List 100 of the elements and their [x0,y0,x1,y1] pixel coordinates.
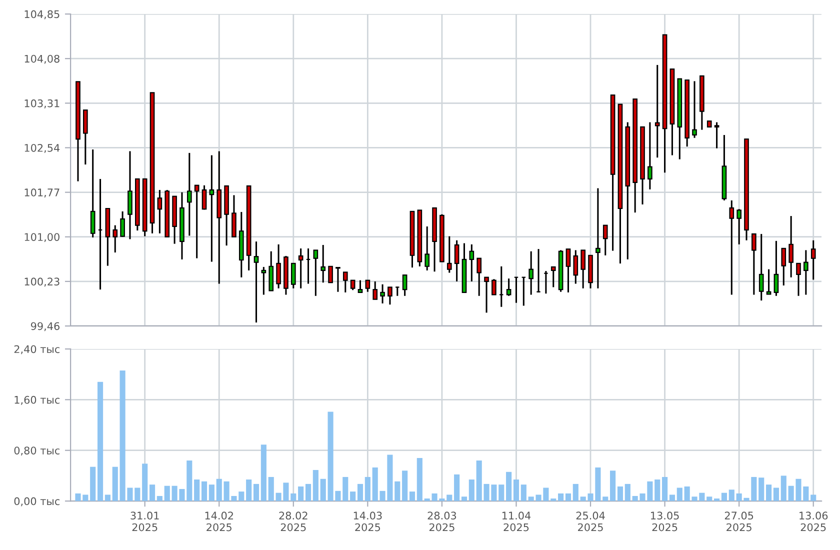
bar [156,496,162,502]
candlestick [781,248,786,286]
y-tick-label: 100,23 [24,278,60,287]
x-tick-label: 13.06 2025 [800,512,828,532]
bar [654,480,660,502]
bar [780,476,786,502]
bar [112,466,118,502]
bar [364,476,370,502]
bar [610,470,616,502]
candlestick [580,249,586,290]
bar [216,478,222,502]
bar [617,486,624,502]
x-tick-label: 27.05 2025 [724,512,754,532]
candlestick [313,249,318,297]
bar [402,470,408,502]
bar [714,498,720,502]
candlestick [729,200,734,296]
candlestick [290,262,296,290]
candlestick [194,184,200,260]
bar [676,488,682,502]
candlestick [186,152,192,236]
x-tick-label: 14.02 2025 [205,512,233,532]
candlestick [276,244,281,290]
bar [305,484,312,502]
bar [669,494,676,502]
bar [513,480,520,502]
x-tick-label: 28.03 2025 [428,512,456,532]
bar [97,382,104,502]
candlestick [804,249,808,296]
y-tick-label: 103,31 [24,99,60,108]
candlestick [810,240,816,280]
candlestick [261,266,266,296]
candlestick [372,280,378,300]
bar [350,492,356,502]
candlestick [454,240,460,282]
bar [357,484,364,502]
candlestick [202,184,207,210]
y-tick-label: 99,46 [30,322,60,332]
candlestick [469,244,474,282]
bar [342,476,348,502]
candlestick [566,248,571,294]
bar [662,476,668,502]
candlestick [602,224,608,256]
bar [253,484,260,502]
y-tick-label: 101,77 [24,188,60,198]
bar [810,494,816,502]
bar [201,481,208,502]
y-tick-label: 0,00 тыс [14,497,60,506]
candlestick [128,150,132,240]
bar [320,478,326,502]
bar [766,484,772,502]
candlestick [157,189,162,234]
bar [706,496,712,502]
candlestick [402,274,408,297]
bar [558,493,564,502]
candlestick [328,266,333,284]
candlestick [774,240,779,297]
candlestick [796,262,801,297]
bar [446,494,452,502]
candlestick [484,276,489,314]
bar [298,486,304,502]
bar [728,490,734,502]
candlestick [380,284,385,304]
candlestick [83,109,88,166]
candlestick [232,194,236,238]
bar [461,496,468,502]
y-tick-label: 104,08 [24,54,60,64]
bar [498,484,504,502]
bar [758,478,764,502]
bar [142,464,148,502]
bar [468,480,474,502]
candlestick [365,279,370,293]
x-tick-label: 11.04 2025 [502,512,531,532]
bar [194,480,200,502]
y-tick-label: 2,40 тыс [14,345,60,354]
candlestick [90,148,96,238]
candlestick [342,271,348,294]
bar [268,476,274,502]
candlestick [350,279,356,291]
y-tick-label: 1,60 тыс [14,396,60,405]
candlestick [320,244,326,284]
candlestick [550,266,556,288]
bar [164,486,170,502]
candlestick [736,208,742,246]
x-tick-label: 13.05 2025 [651,512,679,532]
candlestick [752,233,756,296]
bar [454,474,460,502]
y-tick-label: 104,85 [24,10,60,20]
bar [208,484,214,502]
bar [260,444,266,502]
bar [409,492,416,502]
bar [90,466,96,502]
candlestick [788,215,794,278]
bar [312,470,318,502]
bar [624,484,630,502]
candlestick [446,236,452,274]
bar [550,498,556,502]
bar [506,472,512,502]
bar [572,484,578,502]
candlestick [573,249,578,284]
